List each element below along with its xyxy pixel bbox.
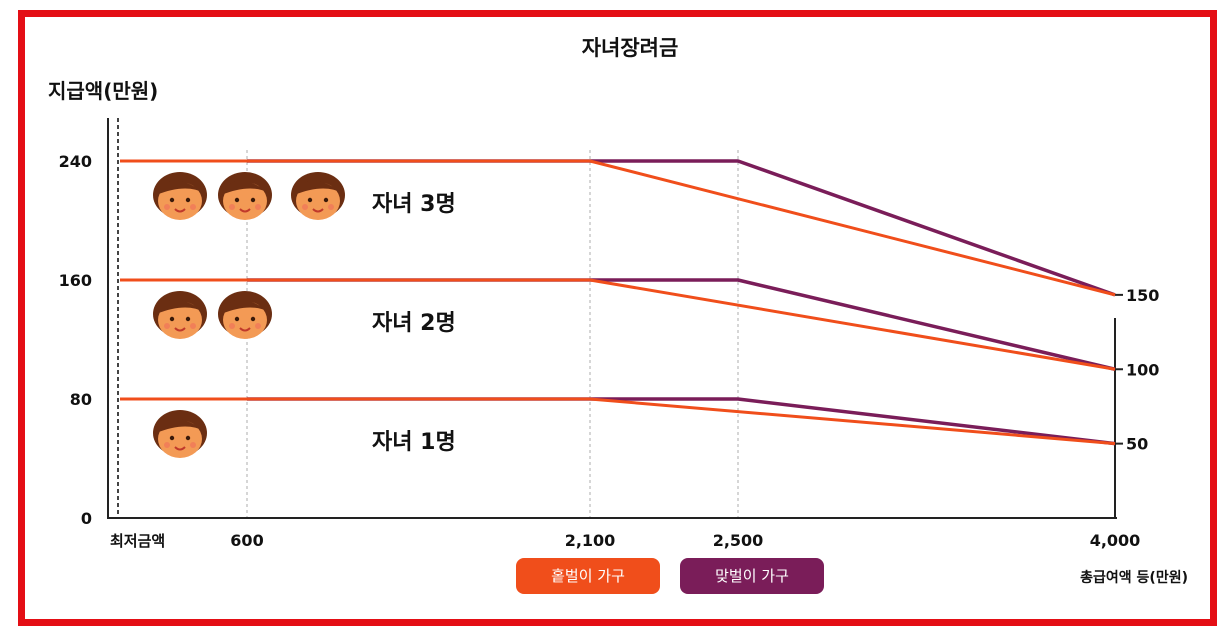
group-label: 자녀 1명	[372, 430, 456, 455]
x-tick-label: 최저금액	[110, 532, 165, 550]
child-face-icon	[291, 172, 345, 220]
group-label: 자녀 2명	[372, 311, 456, 336]
y-tick-label: 240	[59, 152, 92, 171]
x-tick-label: 2,100	[565, 531, 616, 550]
child-face-icon	[153, 410, 207, 458]
y-axis-label: 지급액(만원)	[48, 79, 158, 103]
right-tick-label: 150	[1126, 286, 1159, 305]
x-tick-label: 600	[230, 531, 263, 550]
legend-single-income: 홑벌이 가구	[516, 558, 660, 594]
y-tick-label: 80	[70, 390, 92, 409]
x-axis-label: 총급여액 등(만원)	[1080, 569, 1188, 586]
child-face-icon	[218, 291, 272, 339]
right-tick-label: 50	[1126, 435, 1148, 454]
x-tick-label: 4,000	[1090, 531, 1141, 550]
legend-dual-income: 맞벌이 가구	[680, 558, 824, 594]
child-face-icon	[153, 172, 207, 220]
right-tick-label: 100	[1126, 360, 1159, 379]
y-tick-label: 160	[59, 271, 92, 290]
chart-title: 자녀장려금	[582, 36, 679, 60]
single-income-line	[120, 278, 1116, 371]
dual-income-line	[247, 159, 1116, 297]
group-label: 자녀 3명	[372, 192, 456, 217]
child-face-icon	[153, 291, 207, 339]
single-income-line	[120, 159, 1116, 297]
x-tick-label: 2,500	[713, 531, 764, 550]
y-tick-label: 0	[81, 509, 92, 528]
child-face-icon	[218, 172, 272, 220]
chart-frame	[18, 10, 1217, 626]
single-income-line	[120, 397, 1116, 446]
